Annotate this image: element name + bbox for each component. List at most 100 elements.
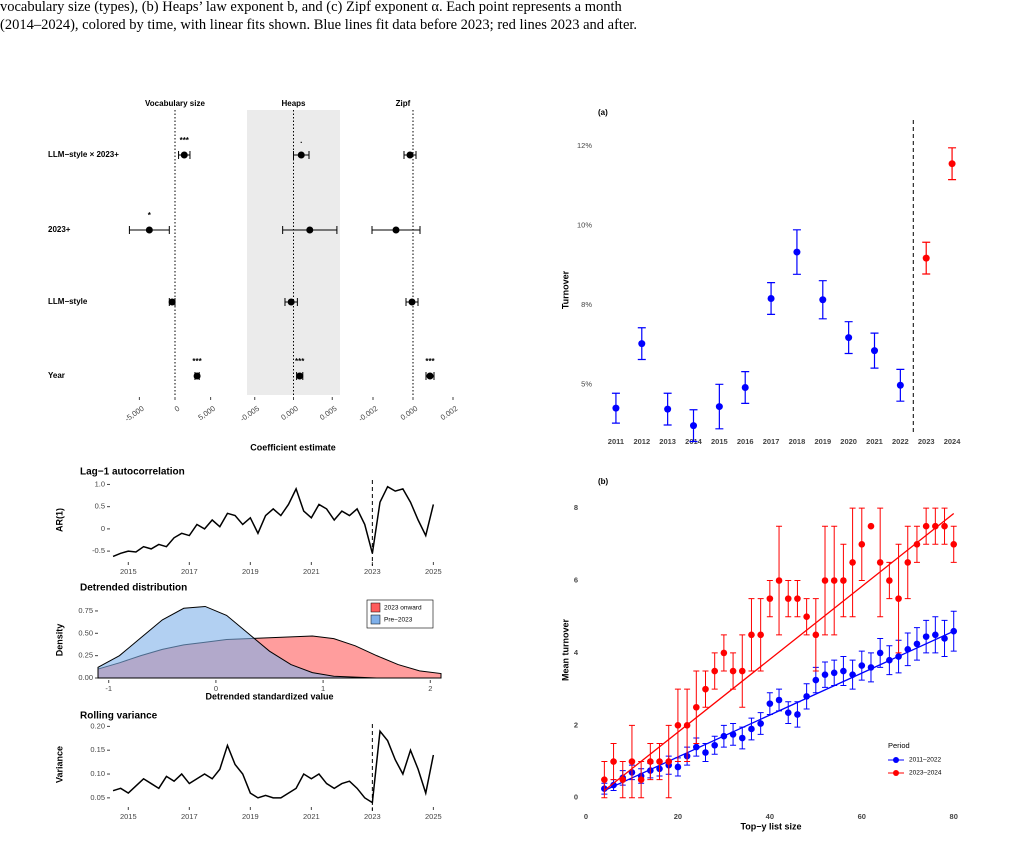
significance: *** [180, 136, 190, 145]
category-label: 2023+ [48, 225, 71, 234]
y-tick-label: 10% [577, 220, 592, 229]
y-axis-label: Turnover [560, 270, 570, 309]
legend-swatch [370, 602, 381, 613]
point [812, 676, 820, 684]
panel-title: Heaps [281, 99, 306, 108]
point [948, 160, 956, 168]
x-tick-label: 20 [674, 812, 682, 821]
category-label: LLM−style × 2023+ [48, 150, 119, 159]
x-tick-label: 2011 [608, 437, 624, 446]
legend-label: 2011–2022 [909, 757, 941, 764]
y-tick-label: 0.50 [78, 628, 93, 637]
significance: * [148, 211, 152, 220]
point [674, 763, 682, 771]
x-tick-label: -0.002 [357, 404, 380, 424]
point [895, 595, 902, 602]
x-tick-label: 2023 [364, 812, 381, 821]
point [876, 559, 884, 566]
y-tick-label: 0.20 [90, 721, 105, 730]
point [601, 776, 608, 783]
x-tick-label: 2016 [737, 437, 754, 446]
point [638, 340, 646, 348]
x-axis-label: Detrended standardized value [205, 691, 333, 701]
panel-title: Vocabulary size [145, 99, 205, 108]
legend-label: Pre−2023 [384, 617, 413, 624]
category-label: LLM−style [48, 297, 88, 306]
point [296, 372, 304, 380]
x-axis-label: Top−y list size [740, 821, 801, 831]
category-label: Year [48, 371, 65, 380]
y-tick-label: 0 [101, 524, 105, 533]
fit-line [603, 513, 955, 792]
point [767, 294, 775, 302]
y-tick-label: 0.05 [90, 793, 105, 802]
x-tick-label: 2012 [633, 437, 650, 446]
x-tick-label: 0 [214, 684, 218, 693]
point [612, 404, 620, 412]
point [180, 151, 188, 159]
point [711, 667, 718, 675]
x-tick-label: 2022 [892, 437, 909, 446]
legend-title: Period [888, 741, 910, 750]
x-tick-label: 0.002 [439, 404, 460, 422]
x-tick-label: 5,000 [196, 404, 217, 422]
point [757, 720, 764, 727]
point [840, 577, 847, 584]
point [886, 577, 893, 584]
y-tick-label: 0.5 [95, 502, 105, 511]
point [784, 709, 792, 716]
point [145, 226, 153, 234]
point [757, 631, 764, 639]
x-tick-label: 2015 [120, 567, 137, 576]
point [711, 741, 718, 749]
significance: *** [192, 357, 202, 366]
x-tick-label: 2017 [181, 812, 198, 821]
point [922, 633, 930, 640]
x-tick-label: 2019 [242, 812, 259, 821]
point [871, 347, 878, 355]
significance: *** [295, 357, 305, 366]
y-tick-label: 0.75 [78, 606, 93, 615]
point [858, 662, 866, 669]
point [932, 631, 939, 639]
density-area [97, 605, 441, 679]
point [729, 667, 737, 675]
y-axis-label: Mean turnover [560, 618, 570, 681]
point [794, 711, 801, 718]
x-tick-label: -5,000 [123, 404, 146, 424]
point [950, 541, 958, 548]
x-tick-label: 2025 [425, 567, 442, 576]
point [690, 422, 697, 430]
point [637, 776, 645, 783]
point [306, 226, 314, 234]
point [922, 522, 930, 530]
point [913, 541, 921, 548]
point [849, 559, 856, 566]
point [766, 700, 774, 707]
y-tick-label: 0.10 [90, 769, 105, 778]
point [715, 403, 723, 411]
y-tick-label: -0.5 [92, 546, 105, 555]
point [904, 559, 912, 566]
y-tick-label: 0.00 [78, 673, 93, 682]
point [738, 734, 746, 742]
point [741, 383, 749, 391]
y-tick-label: 0 [574, 793, 578, 802]
point [941, 522, 948, 530]
x-tick-label: 80 [950, 812, 958, 821]
x-tick-label: 0 [173, 404, 182, 414]
legend-label: 2023 onward [384, 605, 422, 612]
x-tick-label: 2015 [120, 812, 137, 821]
point [297, 151, 305, 159]
legend-swatch [370, 614, 381, 625]
x-tick-label: 2018 [789, 437, 806, 446]
x-tick-label: 2023 [918, 437, 935, 446]
point [748, 725, 755, 733]
point [674, 722, 682, 729]
point [896, 381, 904, 389]
x-tick-label: 2017 [181, 567, 198, 576]
y-tick-label: 4 [574, 648, 579, 657]
point [610, 758, 617, 765]
y-axis-label: Density [54, 624, 64, 657]
point [913, 640, 921, 648]
